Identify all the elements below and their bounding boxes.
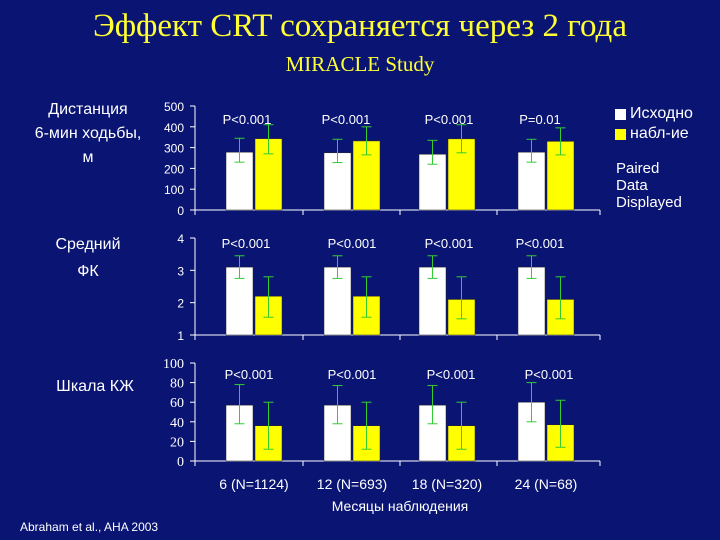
p-value-label: P=0.01 xyxy=(519,112,561,127)
p-value-label: P<0.001 xyxy=(322,112,371,127)
x-category-label: 6 (N=1124) xyxy=(219,476,288,492)
y-axis-label: м xyxy=(83,149,94,166)
y-axis-label: Средний xyxy=(55,236,120,253)
p-value-label: P<0.001 xyxy=(328,236,377,251)
y-axis-label: Дистанция xyxy=(48,101,127,118)
y-tick-label: 60 xyxy=(170,396,184,411)
p-value-label: P<0.001 xyxy=(225,367,274,382)
y-axis-label: ФК xyxy=(77,263,99,280)
y-axis-label: 6-мин ходьбы, xyxy=(35,125,142,142)
x-category-label: 24 (N=68) xyxy=(515,476,578,492)
p-value-label: P<0.001 xyxy=(425,112,474,127)
p-value-label: P<0.001 xyxy=(425,236,474,251)
y-tick-label: 1 xyxy=(177,329,184,343)
p-value-label: P<0.001 xyxy=(525,367,574,382)
legend-swatch-followup xyxy=(615,128,626,140)
legend-swatch-baseline xyxy=(615,108,626,120)
y-tick-label: 100 xyxy=(163,357,184,372)
p-value-label: P<0.001 xyxy=(427,367,476,382)
legend: Исходно набл-ие xyxy=(615,104,693,144)
slide-subtitle: MIRACLE Study xyxy=(285,52,435,76)
y-tick-label: 80 xyxy=(170,377,184,392)
x-category-label: 12 (N=693) xyxy=(317,476,387,492)
p-value-label: P<0.001 xyxy=(516,236,565,251)
x-axis-title: Месяцы наблюдения xyxy=(331,498,469,514)
y-tick-label: 500 xyxy=(164,100,184,114)
paired-note-line: Displayed xyxy=(616,194,682,211)
citation: Abraham et al., AHA 2003 xyxy=(20,520,159,534)
paired-data-note: Paired Data Displayed xyxy=(616,160,682,211)
p-value-label: P<0.001 xyxy=(328,367,377,382)
legend-item-baseline: Исходно xyxy=(615,104,693,124)
y-axis-label: Шкала КЖ xyxy=(56,378,134,395)
y-tick-label: 40 xyxy=(170,416,184,431)
y-tick-label: 3 xyxy=(177,264,184,278)
y-tick-label: 0 xyxy=(177,455,184,470)
paired-note-line: Data xyxy=(616,177,648,194)
y-tick-label: 400 xyxy=(164,121,184,135)
paired-note-line: Paired xyxy=(616,160,660,177)
y-tick-label: 2 xyxy=(177,297,184,311)
p-value-label: P<0.001 xyxy=(223,112,272,127)
slide-title: Эффект CRT сохраняется через 2 года xyxy=(92,8,627,44)
legend-item-followup: набл-ие xyxy=(615,124,693,144)
x-category-label: 18 (N=320) xyxy=(412,476,482,492)
legend-label-baseline: Исходно xyxy=(630,105,693,122)
y-tick-label: 100 xyxy=(164,183,184,197)
y-tick-label: 0 xyxy=(177,204,184,218)
y-tick-label: 300 xyxy=(164,142,184,156)
y-tick-label: 4 xyxy=(177,232,184,246)
y-tick-label: 200 xyxy=(164,162,184,176)
p-value-label: P<0.001 xyxy=(222,236,271,251)
y-tick-label: 20 xyxy=(170,435,184,450)
legend-label-followup: набл-ие xyxy=(630,125,689,142)
